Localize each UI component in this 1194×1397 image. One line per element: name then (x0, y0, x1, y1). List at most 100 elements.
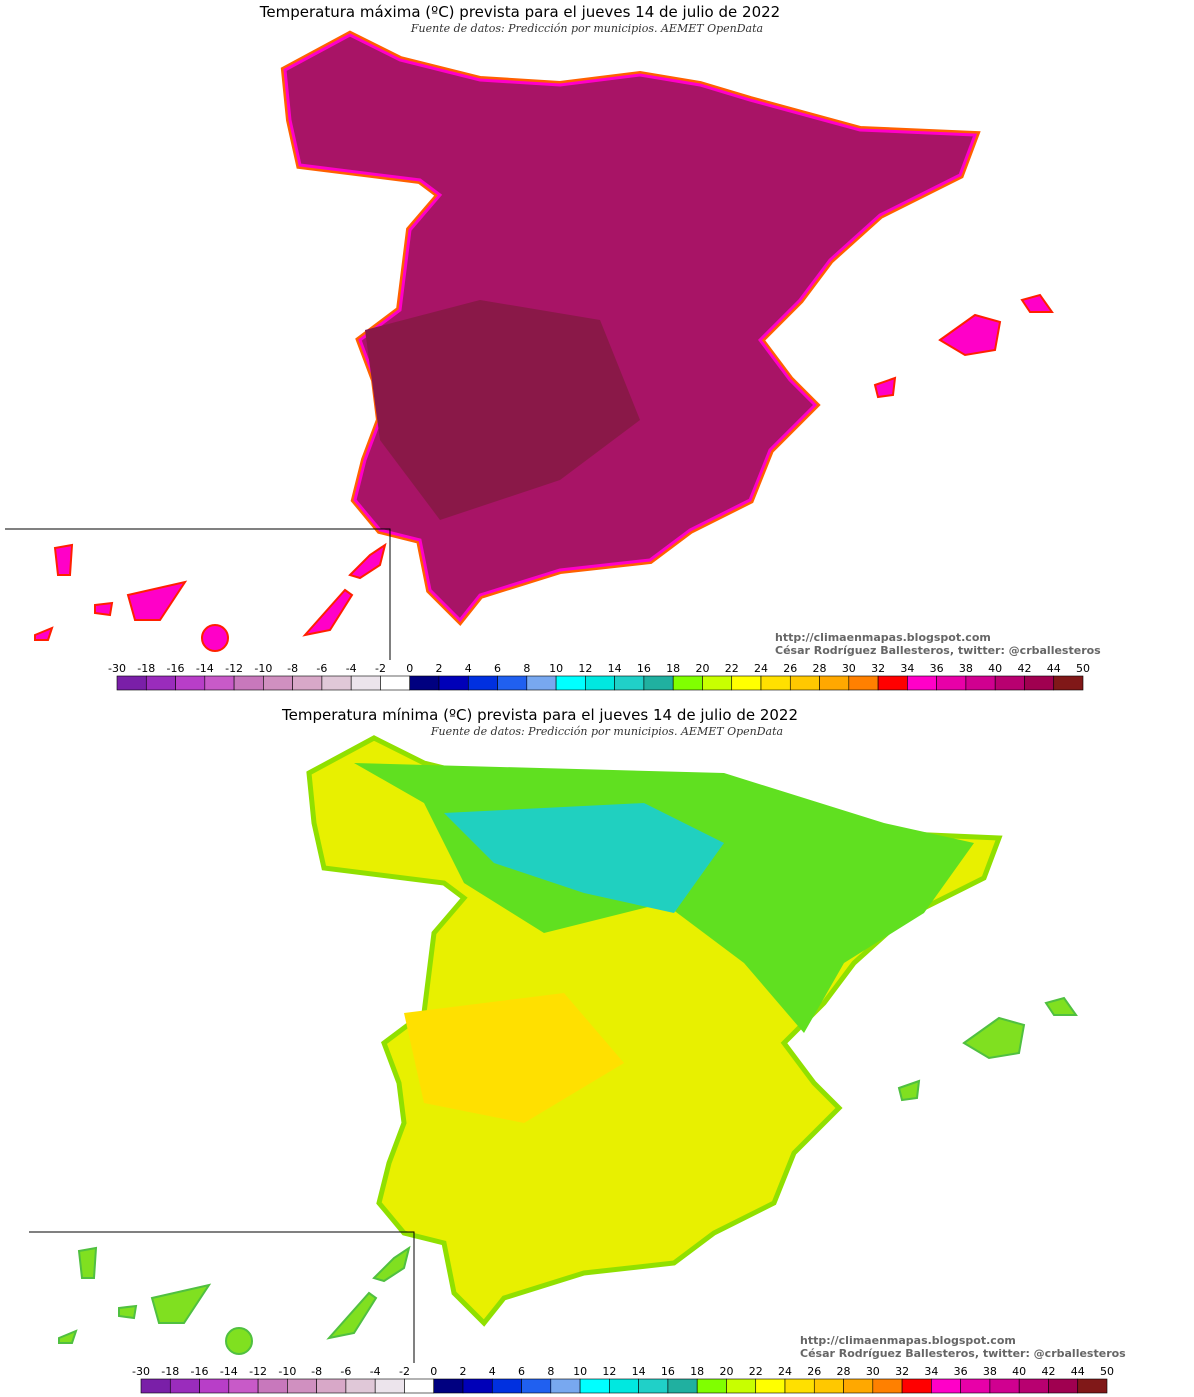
scale-label: 0 (430, 1365, 437, 1378)
color-box (350, 675, 381, 691)
scale-label: 12 (602, 1365, 616, 1378)
color-box (521, 1378, 552, 1394)
color-box (994, 675, 1025, 691)
scale-label: 18 (690, 1365, 704, 1378)
scale-label: 50 (1076, 662, 1090, 675)
scale-label: 20 (719, 1365, 733, 1378)
scale-label: 34 (900, 662, 914, 675)
subtitle: Fuente de datos: Predicción por municipi… (430, 725, 783, 738)
scale-label: -30 (132, 1365, 150, 1378)
color-box (145, 675, 176, 691)
scale-label: 40 (988, 662, 1002, 675)
color-box (292, 675, 323, 691)
color-box (555, 675, 586, 691)
color-box (497, 675, 528, 691)
color-box (199, 1378, 230, 1394)
color-box (726, 1378, 757, 1394)
color-box (433, 1378, 464, 1394)
color-box (550, 1378, 581, 1394)
scale-label: 16 (637, 662, 651, 675)
credit: César Rodríguez Ballesteros, twitter: @c… (800, 1347, 1126, 1360)
color-box (321, 675, 352, 691)
scale-label: 8 (547, 1365, 554, 1378)
title: Temperatura máxima (ºC) prevista para el… (259, 3, 780, 21)
scale-label: 42 (1041, 1365, 1055, 1378)
color-box (931, 1378, 961, 1394)
color-box (609, 1378, 639, 1394)
scale-label: 36 (954, 1365, 968, 1378)
color-box (1077, 1378, 1108, 1394)
scale-label: 4 (489, 1365, 496, 1378)
scale-label: 6 (494, 662, 501, 675)
color-box (404, 1378, 435, 1394)
scale-label: 12 (578, 662, 592, 675)
warm-area (404, 993, 624, 1123)
scale-label: 30 (866, 1365, 880, 1378)
color-box (789, 675, 820, 691)
scale-label: 10 (573, 1365, 587, 1378)
map-minimum (29, 738, 1077, 1363)
scale-label: 2 (436, 662, 443, 675)
color-box (965, 675, 996, 691)
color-box (901, 1378, 932, 1394)
color-box (462, 1378, 493, 1394)
color-box (638, 1378, 669, 1394)
color-box (204, 675, 235, 691)
scale-label: 42 (1017, 662, 1031, 675)
scale-label: 20 (695, 662, 709, 675)
scale-label: 38 (983, 1365, 997, 1378)
color-box (140, 1378, 171, 1394)
scale-label: 10 (549, 662, 563, 675)
scale-label: -2 (375, 662, 386, 675)
scale-label: -12 (249, 1365, 267, 1378)
scale-label: 16 (661, 1365, 675, 1378)
scale-label: 50 (1100, 1365, 1114, 1378)
subtitle: Fuente de datos: Predicción por municipi… (410, 22, 763, 35)
scale-label: 44 (1047, 662, 1061, 675)
color-box (731, 675, 762, 691)
color-box (702, 675, 733, 691)
color-box (585, 675, 615, 691)
color-box (1018, 1378, 1049, 1394)
scale-label: -16 (167, 662, 185, 675)
scale-label: 32 (871, 662, 885, 675)
scale-label: -12 (225, 662, 243, 675)
color-box (813, 1378, 844, 1394)
cold-area (444, 803, 724, 913)
credit: http://climaenmapas.blogspot.com (800, 1334, 1016, 1347)
scale-label: -14 (196, 662, 214, 675)
scale-label: -14 (220, 1365, 238, 1378)
color-box (614, 675, 645, 691)
color-box (877, 675, 908, 691)
scale-label: -8 (287, 662, 298, 675)
scale-label: 26 (783, 662, 797, 675)
color-box (755, 1378, 786, 1394)
credit: http://climaenmapas.blogspot.com (775, 631, 991, 644)
color-box (233, 675, 264, 691)
color-box (491, 1378, 522, 1394)
color-box (169, 1378, 200, 1394)
color-box (579, 1378, 610, 1394)
color-box (526, 675, 557, 691)
scale-label: -30 (108, 662, 126, 675)
color-box (696, 1378, 727, 1394)
map-maximum (5, 35, 1053, 660)
color-box (872, 1378, 903, 1394)
color-box (175, 675, 206, 691)
color-box (1053, 675, 1084, 691)
scale-label: -6 (316, 662, 327, 675)
color-box (374, 1378, 405, 1394)
scale-label: 2 (460, 1365, 467, 1378)
color-box (263, 675, 293, 691)
color-box (989, 1378, 1020, 1394)
color-box (409, 675, 440, 691)
scale-label: -16 (191, 1365, 209, 1378)
inset-frame (29, 1231, 415, 1363)
color-box (760, 675, 791, 691)
scale-label: 4 (465, 662, 472, 675)
scale-label: -8 (311, 1365, 322, 1378)
scale-label: -6 (340, 1365, 351, 1378)
color-box (907, 675, 937, 691)
